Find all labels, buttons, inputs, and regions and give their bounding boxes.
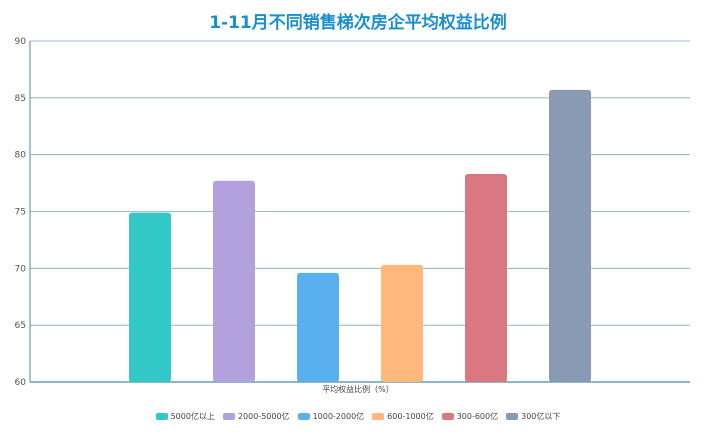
- legend-label: 1000-2000亿: [312, 412, 365, 421]
- y-tick-label: 75: [15, 208, 26, 218]
- y-tick-label: 60: [15, 378, 27, 388]
- legend-label: 300亿以下: [521, 412, 561, 421]
- bar-6: [549, 89, 591, 383]
- legend-swatch: [506, 413, 519, 420]
- bar-3: [297, 272, 339, 382]
- x-axis-label: 平均权益比例（%）: [322, 384, 394, 394]
- legend-swatch: [155, 413, 168, 420]
- legend-item[interactable]: 600-1000亿: [372, 411, 434, 422]
- legend: 5000亿以上 2000-5000亿 1000-2000亿 600-1000亿 300-…: [0, 411, 716, 422]
- y-tick-label: 85: [15, 94, 26, 104]
- y-tick-label: 70: [15, 264, 27, 274]
- legend-label: 5000亿以上: [170, 412, 215, 421]
- bar-5: [465, 173, 507, 382]
- legend-item[interactable]: 2000-5000亿: [222, 411, 290, 422]
- chart-title: 1-11月不同销售梯次房企平均权益比例: [209, 13, 507, 33]
- legend-label: 600-1000亿: [387, 412, 434, 421]
- y-tick-label: 80: [15, 151, 27, 161]
- y-tick-label: 65: [15, 321, 26, 331]
- bar-2: [213, 180, 255, 382]
- y-tick-label: 90: [15, 37, 27, 47]
- legend-label: 2000-5000亿: [237, 412, 290, 421]
- bar-1: [129, 212, 171, 382]
- legend-swatch: [222, 413, 235, 420]
- legend-item[interactable]: 300-600亿: [441, 411, 499, 422]
- legend-item[interactable]: 1000-2000亿: [297, 411, 365, 422]
- legend-item[interactable]: 300亿以下: [506, 411, 560, 422]
- bar-4: [381, 264, 423, 382]
- legend-swatch: [372, 413, 385, 420]
- legend-item[interactable]: 5000亿以上: [155, 411, 215, 422]
- y-axis-ticks: 60 65 70 75 80 85 90: [15, 37, 27, 388]
- legend-swatch: [297, 413, 310, 420]
- bars: [129, 89, 591, 383]
- legend-swatch: [441, 413, 454, 420]
- legend-label: 300-600亿: [456, 412, 499, 421]
